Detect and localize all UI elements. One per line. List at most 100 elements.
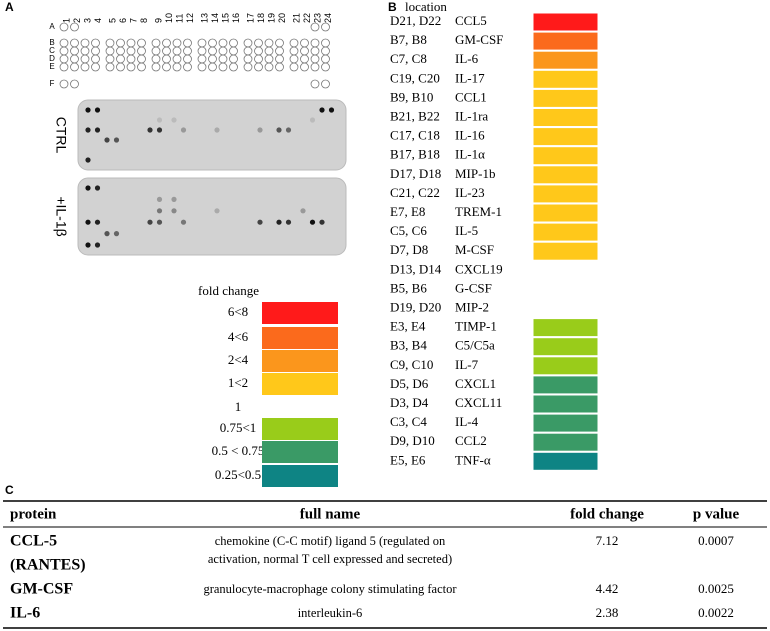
- array-spot: [183, 62, 192, 72]
- column-number: 17: [245, 13, 255, 23]
- row-letter: C: [49, 46, 55, 55]
- location: C3, C4: [390, 414, 427, 429]
- fold-change: 4.42: [596, 581, 619, 596]
- protein: IL-4: [455, 414, 479, 429]
- blot-spot: [94, 219, 101, 225]
- array-spot: [310, 54, 320, 64]
- array-spot: [116, 54, 125, 64]
- blot-spot: [328, 107, 335, 113]
- array-spot: [254, 54, 263, 64]
- legend-swatch: [262, 441, 338, 463]
- array-spot: [197, 62, 207, 72]
- array-spot: [126, 38, 136, 48]
- array-spot: [105, 38, 115, 48]
- array-spot: [116, 46, 125, 56]
- p-value: 0.0007: [698, 533, 734, 548]
- array-spot: [183, 54, 192, 64]
- location: D7, D8: [390, 242, 428, 257]
- blot-spot: [285, 219, 292, 225]
- table-header: protein: [10, 506, 57, 522]
- full-name: chemokine (C-C motif) ligand 5 (regulate…: [215, 534, 446, 548]
- fold-swatch: [532, 222, 599, 242]
- array-spot: [243, 62, 253, 72]
- array-spot: [208, 54, 217, 64]
- blot-spot: [85, 157, 91, 163]
- array-spot: [151, 38, 161, 48]
- array-spot: [229, 62, 238, 72]
- column-number: 11: [174, 14, 184, 23]
- legend-swatch: [262, 327, 338, 349]
- blot-spot: [104, 231, 110, 237]
- blot-spot: [104, 137, 110, 143]
- array-spot: [321, 22, 330, 32]
- array-spot: [59, 46, 69, 56]
- array-spot: [172, 54, 182, 64]
- array-spot: [151, 54, 161, 64]
- array-spot: [310, 79, 320, 89]
- blot-spot: [156, 127, 163, 133]
- p-value: 0.0025: [698, 581, 734, 596]
- legend-label: 0.25<0.5: [215, 467, 261, 482]
- array-spot: [321, 54, 330, 64]
- fold-swatch: [532, 337, 599, 357]
- array-spot: [126, 54, 136, 64]
- panel-label: B: [388, 0, 397, 14]
- protein: IL-7: [455, 357, 479, 372]
- array-spot: [218, 62, 228, 72]
- array-spot: [208, 62, 217, 72]
- array-spot: [254, 62, 263, 72]
- array-spot: [80, 46, 90, 56]
- blot-spot: [85, 219, 91, 225]
- array-spot: [59, 79, 69, 89]
- blot-spot: [257, 127, 263, 133]
- array-spot: [321, 79, 330, 89]
- array-spot: [59, 62, 69, 72]
- location: B9, B10: [390, 89, 433, 104]
- fold-swatch: [532, 146, 599, 166]
- array-spot: [151, 46, 161, 56]
- array-spot: [70, 54, 79, 64]
- row-letter: E: [49, 62, 54, 71]
- blot-spot: [147, 127, 153, 133]
- location: C19, C20: [390, 70, 440, 85]
- column-number: 6: [118, 18, 128, 23]
- array-spot: [264, 62, 274, 72]
- array-spot: [275, 54, 284, 64]
- protein: M-CSF: [455, 242, 494, 257]
- location: E5, E6: [390, 452, 426, 467]
- blot-spot: [85, 242, 91, 248]
- panel-label: A: [5, 0, 14, 14]
- array-spot: [80, 54, 90, 64]
- row-letter: D: [49, 54, 55, 63]
- protein: IL-17: [455, 70, 485, 85]
- location: C5, C6: [390, 223, 427, 238]
- array-spot: [275, 46, 284, 56]
- array-spot: [310, 22, 320, 32]
- array-spot: [137, 46, 146, 56]
- blot-spot: [309, 117, 316, 123]
- blot-spot: [156, 208, 163, 214]
- column-number: 20: [277, 13, 287, 23]
- blot-spot: [94, 185, 101, 191]
- protein: IL-16: [455, 128, 485, 143]
- array-spot: [275, 62, 284, 72]
- legend-label: 0.5 < 0.75: [212, 443, 265, 458]
- legend-label: 1: [235, 399, 242, 414]
- array-spot: [80, 38, 90, 48]
- column-number: 14: [210, 13, 220, 23]
- column-number: 22: [302, 13, 312, 23]
- array-spot: [218, 54, 228, 64]
- blot-spot: [276, 127, 282, 133]
- protein: TREM-1: [455, 204, 502, 219]
- array-spot: [172, 38, 182, 48]
- column-number: 3: [82, 18, 92, 23]
- array-spot: [218, 38, 228, 48]
- row-letter: A: [49, 22, 55, 31]
- blot-spot: [171, 208, 177, 214]
- blot-spot: [214, 127, 220, 133]
- location: B17, B18: [390, 147, 440, 162]
- array-spot: [197, 38, 207, 48]
- blot-spot: [156, 219, 163, 225]
- array-spot: [197, 46, 207, 56]
